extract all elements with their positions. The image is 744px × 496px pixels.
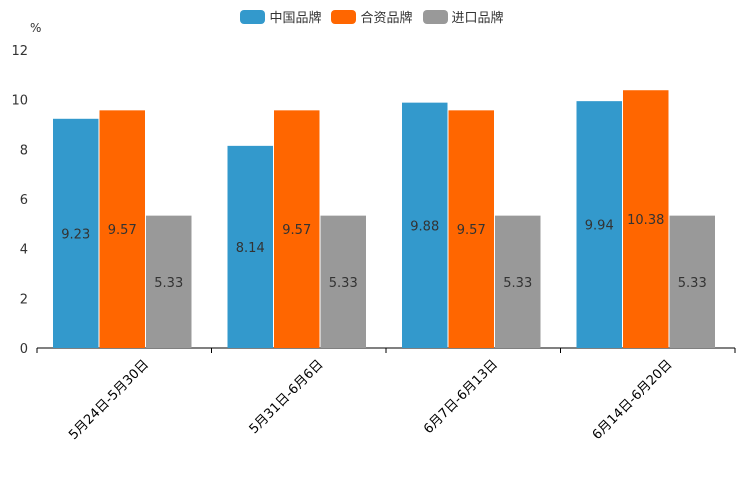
legend-label-joint: 合资品牌 [360,11,413,26]
data-label: 5.33 [678,276,707,291]
bar [146,215,192,348]
bar [669,215,715,348]
data-label: 9.88 [410,219,439,234]
y-tick-label: 0 [20,342,28,357]
legend-swatch-joint [331,9,357,24]
bar [99,110,145,348]
legend-swatch-import [422,9,448,24]
data-label: 9.57 [108,223,137,238]
y-tick-label: 8 [20,143,28,158]
bar [274,110,320,348]
bar [576,101,622,348]
data-label: 5.33 [154,276,183,291]
y-tick-label: 2 [20,292,28,307]
data-label: 9.94 [585,219,614,234]
bar [448,110,494,348]
x-category-label: 6月14日-6月20日 [590,357,676,443]
data-label: 9.57 [282,223,311,238]
y-tick-label: 4 [20,243,28,258]
data-label: 9.23 [61,227,90,242]
legend-label-import: 进口品牌 [451,11,504,26]
data-label: 10.38 [627,213,664,228]
x-category-label: 5月31日-6月6日 [247,357,327,437]
data-label: 8.14 [236,241,265,256]
y-axis-unit: % [30,21,42,35]
x-category-label: 6月7日-6月13日 [421,357,501,437]
data-label: 5.33 [503,276,532,291]
y-tick-label: 6 [20,193,28,208]
legend-label-china: 中国品牌 [269,11,322,26]
legend-swatch-china [240,9,266,24]
bar [53,118,99,348]
bar [227,145,273,348]
bar [495,215,541,348]
bar [623,90,669,348]
legend-item-import[interactable]: 进口品牌 [422,7,504,26]
bar [320,215,366,348]
legend-item-china[interactable]: 中国品牌 [240,7,321,26]
data-label: 9.57 [457,223,486,238]
y-tick-label: 10 [11,94,28,109]
legend-item-joint[interactable]: 合资品牌 [331,7,413,26]
x-category-label: 5月24日-5月30日 [66,357,152,443]
y-tick-label: 12 [11,44,28,59]
data-label: 5.33 [329,276,358,291]
bar [402,102,448,348]
legend: 中国品牌 合资品牌 进口品牌 [0,7,744,26]
